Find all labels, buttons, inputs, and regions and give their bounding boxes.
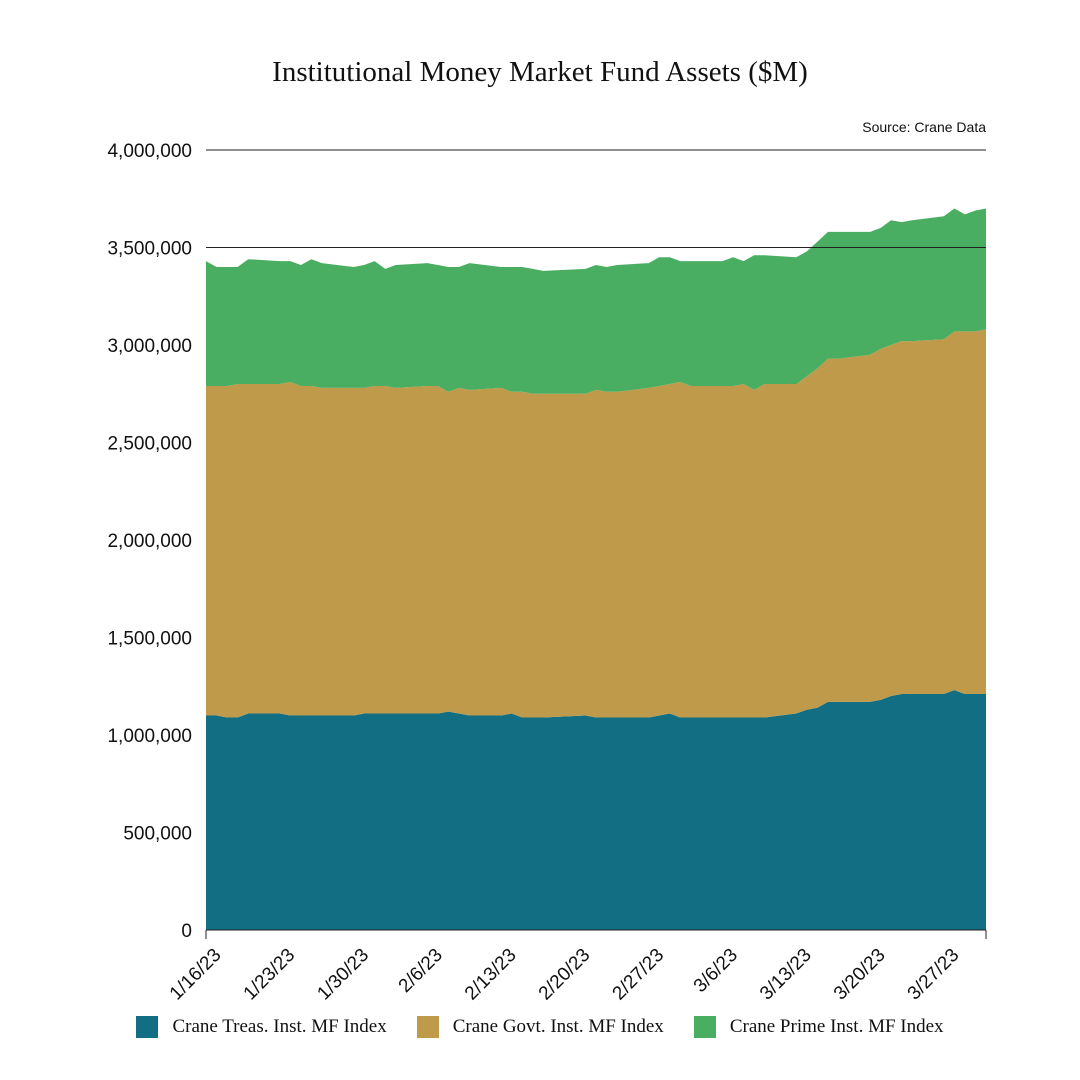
y-tick-label: 0 bbox=[181, 921, 192, 942]
y-tick-label: 2,000,000 bbox=[107, 531, 192, 552]
y-tick-label: 1,500,000 bbox=[107, 629, 192, 650]
x-axis: 1/16/23 1/23/23 1/30/23 2/6/23 2/13/23 2/20/2… bbox=[166, 929, 987, 1005]
legend-item-2: Crane Govt. Inst. MF Index bbox=[416, 1016, 664, 1038]
legend-label: Crane Prime Inst. MF Index bbox=[729, 1016, 944, 1037]
legend-item-3: Crane Prime Inst. MF Index bbox=[693, 1016, 944, 1038]
legend-swatch bbox=[693, 1016, 716, 1038]
x-tick-label: 3/20/23 bbox=[830, 945, 890, 1005]
source-label: Source: Crane Data bbox=[862, 119, 986, 135]
x-tick-label: 3/13/23 bbox=[756, 945, 816, 1005]
x-tick-label: 2/13/23 bbox=[461, 945, 521, 1005]
y-axis: 0 500,000 1,000,000 1,500,000 2,000,000 2,500… bbox=[107, 141, 192, 942]
y-tick-label: 4,000,000 bbox=[107, 141, 192, 162]
y-tick-label: 1,000,000 bbox=[107, 726, 192, 747]
y-tick-label: 3,500,000 bbox=[107, 239, 192, 260]
y-tick-label: 500,000 bbox=[123, 824, 192, 845]
x-tick-label: 3/6/23 bbox=[690, 945, 742, 997]
area-series-1 bbox=[206, 690, 986, 930]
x-tick-label: 3/27/23 bbox=[904, 945, 964, 1005]
area-layer bbox=[206, 208, 986, 930]
legend-label: Crane Govt. Inst. MF Index bbox=[452, 1016, 664, 1037]
legend-swatch bbox=[416, 1016, 439, 1038]
legend: Crane Treas. Inst. MF Index Crane Govt. I… bbox=[0, 1016, 1080, 1038]
x-tick-label: 1/16/23 bbox=[166, 945, 226, 1005]
x-tick-label: 2/6/23 bbox=[395, 945, 447, 997]
y-tick-label: 2,500,000 bbox=[107, 434, 192, 455]
grid-layer bbox=[206, 149, 986, 248]
area-series-2 bbox=[206, 329, 986, 718]
chart-title: Institutional Money Market Fund Assets (… bbox=[272, 56, 808, 88]
x-tick-label: 2/20/23 bbox=[535, 945, 595, 1005]
x-tick-label: 1/23/23 bbox=[240, 945, 300, 1005]
legend-label: Crane Treas. Inst. MF Index bbox=[172, 1016, 387, 1037]
x-tick-label: 2/27/23 bbox=[609, 945, 669, 1005]
legend-item-1: Crane Treas. Inst. MF Index bbox=[136, 1016, 387, 1038]
legend-swatch bbox=[136, 1016, 159, 1038]
x-tick-label: 1/30/23 bbox=[313, 945, 373, 1005]
area-series-3 bbox=[206, 208, 986, 394]
y-tick-label: 3,000,000 bbox=[107, 336, 192, 357]
